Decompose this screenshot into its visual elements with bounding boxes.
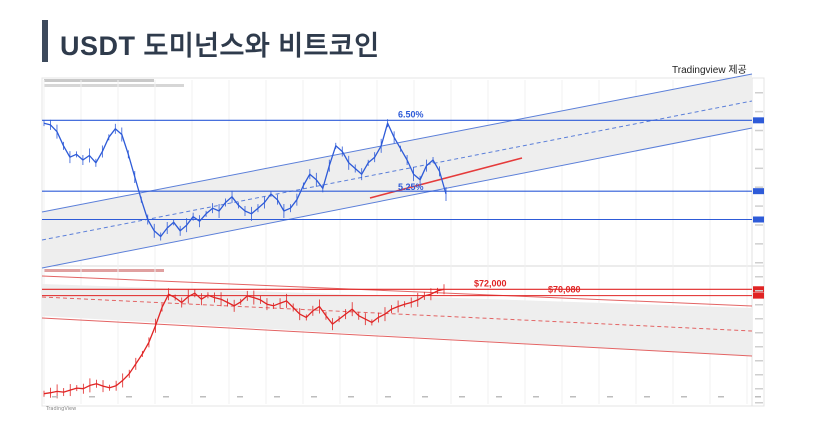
scale-tick	[755, 224, 763, 226]
time-tick	[644, 396, 650, 398]
scale-tick	[755, 262, 763, 264]
level-annotation: 6.50%	[398, 109, 424, 119]
time-tick	[496, 396, 502, 398]
time-tick	[607, 396, 613, 398]
page-title: USDT 도미넌스와 비트코인	[60, 31, 380, 61]
btc-channel-lower	[41, 317, 753, 357]
level-annotation: 5.25%	[398, 182, 424, 192]
usdt-channel-lower	[41, 127, 753, 269]
scale-tick	[755, 332, 763, 334]
scale-tick	[755, 374, 763, 376]
btc-channel-fill	[42, 284, 752, 356]
time-tick	[348, 396, 354, 398]
scale-tick	[755, 110, 763, 113]
scale-tick	[755, 243, 763, 245]
btc-header-info	[44, 269, 164, 272]
usdt-channel-mid	[41, 100, 753, 241]
level-annotations: 6.50% 5.25% $72,000 $70,080	[398, 109, 581, 294]
time-tick	[126, 396, 132, 398]
time-tick	[681, 396, 687, 398]
scale-tick	[755, 92, 763, 94]
btc-channel-upper	[41, 275, 753, 307]
time-tick	[237, 396, 243, 398]
time-tick	[570, 396, 576, 398]
scale-tick	[755, 388, 763, 390]
scale-tick	[755, 205, 763, 207]
level-annotation: $70,080	[548, 285, 581, 295]
time-tick	[163, 396, 169, 398]
scale-tick	[755, 304, 763, 306]
scale-tick	[755, 129, 763, 132]
time-tick	[718, 396, 724, 398]
level-price-marker	[753, 286, 764, 293]
scale-tick	[755, 276, 763, 278]
time-tick	[274, 396, 280, 398]
level-price-marker	[753, 188, 764, 195]
title-accent-bar	[42, 20, 48, 62]
level-price-marker	[753, 117, 764, 124]
scale-tick	[755, 402, 763, 404]
time-tick	[311, 396, 317, 398]
tradingview-watermark: TradingView	[45, 406, 76, 412]
scale-tick	[755, 167, 763, 170]
level-price-marker	[753, 292, 764, 299]
chart-header-info	[44, 79, 154, 82]
time-tick	[533, 396, 539, 398]
scale-tick	[755, 318, 763, 320]
chart-header-indicators	[44, 84, 184, 87]
time-tick	[459, 396, 465, 398]
source-credit: Tradingview 제공	[672, 65, 747, 76]
horizontal-levels	[42, 119, 752, 297]
scale-tick	[755, 148, 763, 151]
time-tick	[755, 396, 761, 398]
time-tick	[422, 396, 428, 398]
level-price-marker	[753, 216, 764, 223]
series-line	[43, 288, 445, 395]
price-scale-markers	[52, 92, 764, 404]
scale-tick	[755, 360, 763, 362]
time-tick	[52, 396, 58, 398]
price-series	[43, 119, 447, 399]
scale-tick	[755, 186, 763, 188]
scale-tick	[755, 346, 763, 348]
time-tick	[200, 396, 206, 398]
scale-tick	[755, 290, 763, 292]
level-annotation: $72,000	[474, 278, 507, 288]
time-tick	[89, 396, 95, 398]
time-tick	[385, 396, 391, 398]
